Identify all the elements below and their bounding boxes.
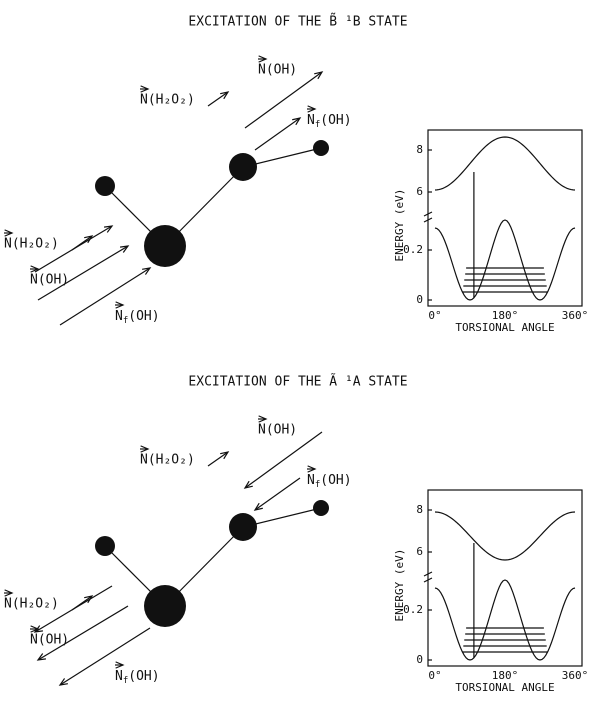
y-axis-label: ENERGY (eV) — [393, 189, 406, 262]
x-axis-label: TORSIONAL ANGLE — [455, 681, 554, 694]
vector-arrow-head — [60, 678, 68, 685]
atom — [313, 500, 329, 516]
vector-label: N(OH) — [30, 273, 69, 288]
vector-label: N(OH) — [258, 63, 297, 78]
vector-rest: (OH) — [128, 309, 159, 324]
x-tick-label: 360° — [562, 309, 589, 322]
atom — [144, 585, 186, 627]
x-tick-label: 0° — [428, 669, 441, 682]
y-tick-label: 0.2 — [403, 243, 423, 256]
vector-label: Nf(OH) — [115, 309, 160, 326]
vector-rest: (OH) — [320, 113, 351, 128]
y-tick-label: 0 — [416, 653, 423, 666]
panel: EXCITATION OF THE B̃ ¹B STATEN(H₂O₂)N(OH… — [4, 13, 588, 334]
atom — [95, 176, 115, 196]
vector-label: N(H₂O₂) — [140, 93, 195, 108]
atom — [229, 513, 257, 541]
vector-label: N(H₂O₂) — [4, 237, 59, 252]
vector-label: N(H₂O₂) — [140, 453, 195, 468]
atom — [95, 536, 115, 556]
vector-arrow-head — [38, 654, 46, 660]
atom — [229, 153, 257, 181]
vector-rest: (OH) — [320, 473, 351, 488]
vector-label: Nf(OH) — [307, 113, 352, 130]
vector-label: Nf(OH) — [115, 669, 160, 686]
vector-label: N(H₂O₂) — [4, 597, 59, 612]
excited-curve — [435, 137, 575, 190]
figure: EXCITATION OF THE B̃ ¹B STATEN(H₂O₂)N(OH… — [0, 0, 593, 720]
small-arrow — [208, 452, 228, 466]
vector-symbol: N — [307, 113, 315, 128]
vector-symbol: N — [307, 473, 315, 488]
y-tick-label: 6 — [416, 185, 423, 198]
vector-arrow — [255, 478, 300, 510]
small-arrow — [208, 92, 228, 106]
panel: EXCITATION OF THE Ã ¹A STATEN(H₂O₂)N(OH)… — [4, 374, 588, 695]
vector-label: N(OH) — [30, 633, 69, 648]
vector-arrow-head — [142, 268, 150, 275]
vector-symbol: N — [115, 669, 123, 684]
y-tick-label: 6 — [416, 545, 423, 558]
ground-curve — [435, 220, 575, 300]
vector-arrow — [255, 118, 300, 150]
vector-symbol: N — [115, 309, 123, 324]
vector-rest: (OH) — [128, 669, 159, 684]
x-tick-label: 360° — [562, 669, 589, 682]
y-axis-label: ENERGY (eV) — [393, 549, 406, 622]
atom — [144, 225, 186, 267]
y-tick-label: 0 — [416, 293, 423, 306]
y-tick-label: 8 — [416, 143, 423, 156]
vector-arrow-head — [120, 246, 128, 252]
vector-label: Nf(OH) — [307, 473, 352, 490]
x-tick-label: 0° — [428, 309, 441, 322]
vector-label: N(OH) — [258, 423, 297, 438]
ground-curve — [435, 580, 575, 660]
panel-title: EXCITATION OF THE Ã ¹A STATE — [188, 374, 407, 390]
vector-arrow-head — [104, 226, 112, 232]
small-arrow — [72, 596, 92, 610]
atom — [313, 140, 329, 156]
small-arrow — [72, 236, 92, 250]
x-axis-label: TORSIONAL ANGLE — [455, 321, 554, 334]
excited-curve — [435, 512, 575, 560]
y-tick-label: 8 — [416, 503, 423, 516]
panel-title: EXCITATION OF THE B̃ ¹B STATE — [188, 13, 407, 29]
y-tick-label: 0.2 — [403, 603, 423, 616]
